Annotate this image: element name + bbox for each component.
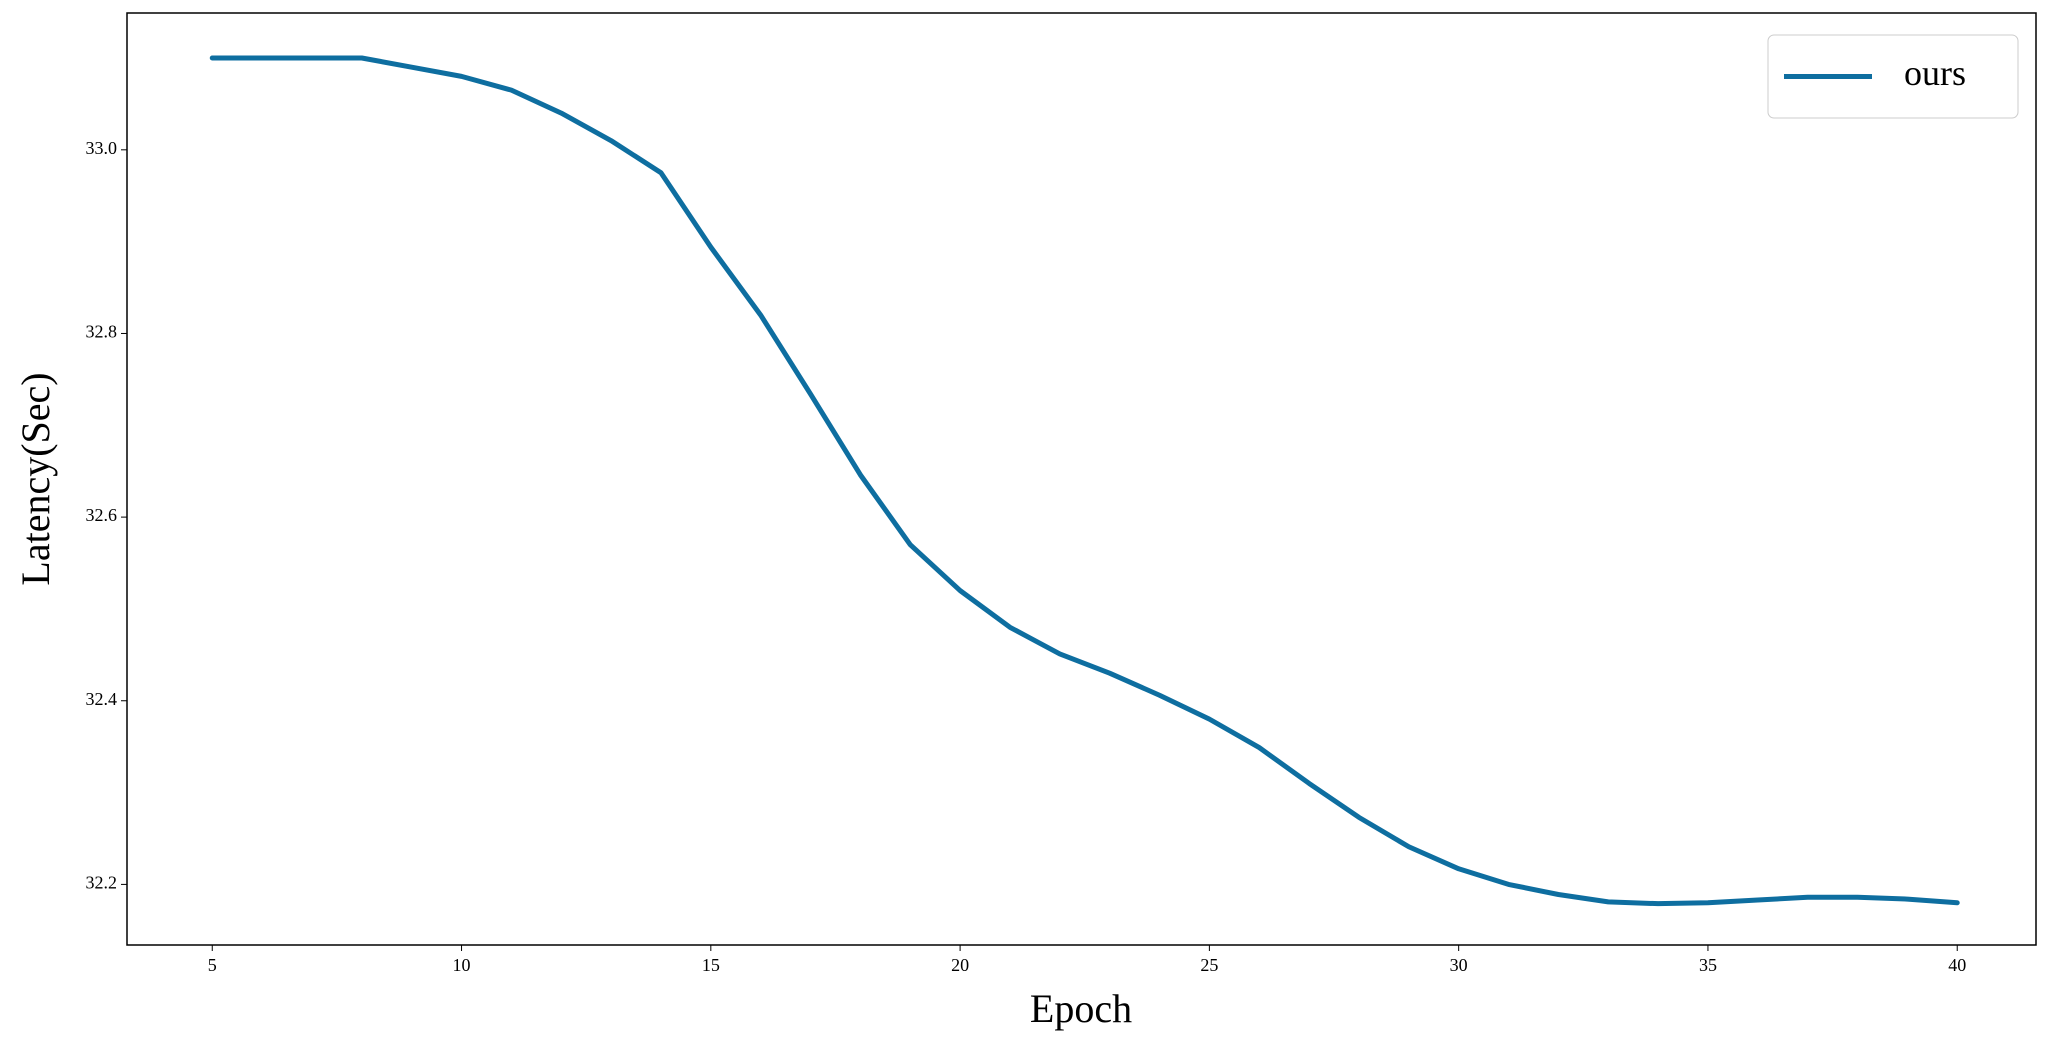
x-tick-label: 5 — [208, 955, 217, 975]
y-tick-label: 32.2 — [86, 873, 118, 893]
x-tick-label: 35 — [1699, 955, 1717, 975]
x-tick-label: 20 — [951, 955, 969, 975]
x-axis-label: Epoch — [1030, 986, 1132, 1031]
data-line — [209, 55, 1960, 907]
y-tick-label: 32.8 — [86, 322, 118, 342]
plot-frame — [126, 12, 2037, 946]
legend-box — [1767, 34, 2019, 119]
y-tick-label: 32.6 — [86, 505, 118, 525]
y-tick-label: 32.4 — [86, 689, 118, 709]
x-tick-label: 25 — [1200, 955, 1218, 975]
legend-label: ours — [1904, 53, 1966, 93]
x-tick-label: 40 — [1948, 955, 1966, 975]
x-tick-label: 10 — [453, 955, 471, 975]
y-axis-label: Latency(Sec) — [13, 372, 58, 585]
x-tick-label: 15 — [702, 955, 720, 975]
y-tick-label: 33.0 — [86, 138, 118, 158]
x-tick-label: 30 — [1450, 955, 1468, 975]
